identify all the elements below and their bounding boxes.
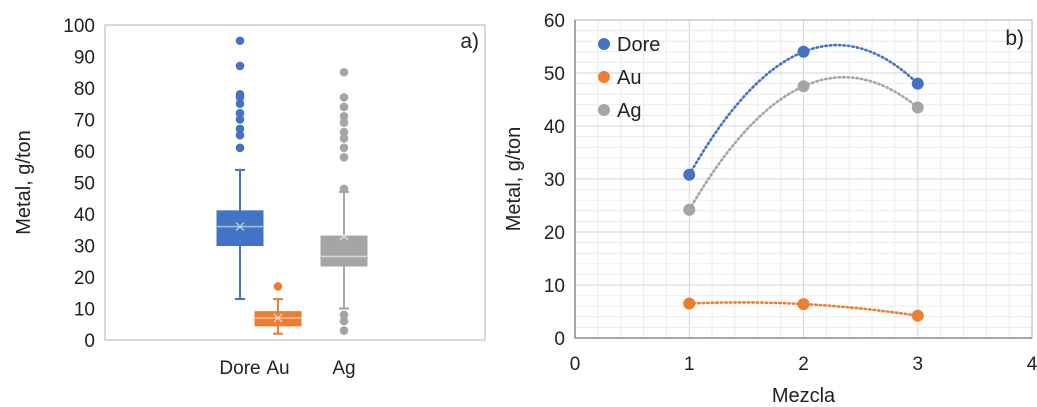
y-tick-label: 30 [74,237,95,258]
data-point-au [912,310,924,322]
gridlines [575,20,1032,338]
y-tick-label: 20 [544,223,565,244]
outlier-point [274,282,283,291]
outlier-point [236,90,245,99]
legend-marker-dore [598,38,610,50]
y-tick-label: 60 [544,11,565,32]
outlier-point [340,112,349,121]
box-iqr [321,236,367,266]
y-tick-label: 40 [544,117,565,138]
outlier-point [340,153,349,162]
x-tick-label: 2 [798,354,809,375]
data-point-ag [683,204,695,216]
x-tick-label: 3 [912,354,923,375]
y-tick-label: 70 [74,111,95,132]
legend-label: Au [617,67,641,89]
box-plot-panel: 0 10 20 30 40 50 60 70 80 90 100 Dore Au Ag Metal, g… [13,16,485,379]
y-axis-ticks: 0 10 20 30 40 50 60 [544,11,565,350]
data-point-au [798,298,810,310]
outlier-point [236,144,245,153]
y-tick-label: 20 [74,268,95,289]
outlier-point [340,326,349,335]
outlier-point [340,144,349,153]
x-tick-label: Au [266,358,289,379]
y-tick-label: 50 [544,64,565,85]
outlier-point [340,103,349,112]
panel-label-a: a) [460,30,479,53]
legend-label: Dore [617,34,660,56]
y-tick-label: 0 [554,329,565,350]
box-au [255,282,301,334]
x-tick-label: 4 [1027,354,1037,375]
y-tick-label: 10 [74,300,95,321]
y-tick-label: 90 [74,48,95,69]
y-tick-label: 30 [544,170,565,191]
outlier-point [236,125,245,134]
data-point-dore [912,78,924,90]
x-tick-label: Ag [332,358,355,379]
data-point-au [683,298,695,310]
y-tick-label: 0 [84,331,95,352]
x-tick-label: 1 [684,354,695,375]
box-series [217,36,367,334]
outlier-point [236,109,245,118]
plot-frame [105,25,485,340]
panel-label-b: b) [1005,27,1024,50]
outlier-point [236,62,245,71]
scatter-panel: 0 10 20 30 40 50 60 0 1 2 3 4 Dore Au Ag Metal, g/to… [503,11,1037,407]
outlier-point [236,36,245,45]
x-axis-title: Mezcla [772,385,836,407]
y-tick-label: 40 [74,205,95,226]
legend-marker-au [598,71,610,83]
y-axis-title: Metal, g/ton [503,127,525,232]
outlier-point [340,68,349,77]
box-iqr [217,211,263,246]
outlier-point [340,185,349,194]
box-dore [217,36,263,299]
x-axis-ticks: Dore Au Ag [219,358,355,379]
y-tick-label: 80 [74,79,95,100]
data-point-dore [798,46,810,58]
legend-label: Ag [617,100,641,122]
data-point-dore [683,169,695,181]
x-tick-label: 0 [570,354,581,375]
y-tick-label: 100 [63,16,95,37]
outlier-point [340,93,349,102]
y-tick-label: 10 [544,276,565,297]
data-point-ag [912,101,924,113]
data-point-ag [798,80,810,92]
x-axis-ticks: 0 1 2 3 4 [570,354,1037,375]
y-axis-title: Metal, g/ton [13,130,35,235]
y-axis-ticks: 0 10 20 30 40 50 60 70 80 90 100 [63,16,95,352]
outlier-point [340,311,349,320]
box-ag [321,68,367,335]
outlier-point [340,128,349,137]
x-tick-label: Dore [219,358,260,379]
y-tick-label: 60 [74,142,95,163]
legend-marker-ag [598,104,610,116]
y-tick-label: 50 [74,174,95,195]
legend: Dore Au Ag [598,34,660,122]
